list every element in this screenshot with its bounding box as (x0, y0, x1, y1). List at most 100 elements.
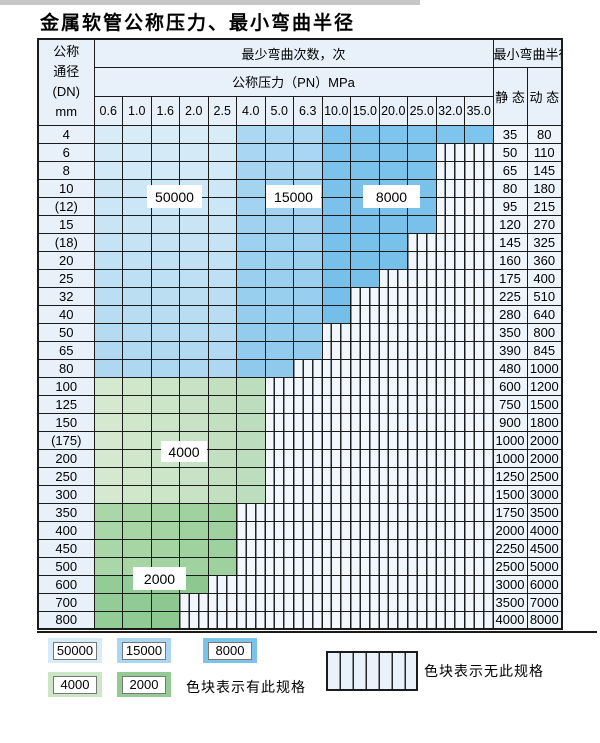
pressure-col-header: 2.0 (179, 95, 209, 126)
dn-cell: 10 (37, 178, 95, 198)
static-radius-cell: 225 (492, 286, 528, 306)
spec-cell (122, 412, 152, 432)
spec-cell (236, 484, 266, 504)
table-row: 150 900 1800 (37, 412, 563, 432)
header-dynamic: 动 态 (526, 66, 563, 126)
no-spec-cell (407, 502, 437, 522)
dn-cell: 80 (37, 358, 95, 378)
bend-cycle-region-label: 50000 (147, 185, 202, 208)
no-spec-cell (378, 538, 408, 558)
no-spec-cell (435, 322, 465, 342)
spec-cell (179, 214, 209, 234)
dynamic-radius-cell: 8000 (526, 610, 563, 630)
no-spec-cell (435, 394, 465, 414)
legend-swatch-label: 50000 (53, 641, 97, 660)
spec-cell (207, 232, 237, 252)
dn-cell: 350 (37, 502, 95, 522)
legend-swatch-label: 4000 (53, 675, 97, 694)
static-radius-cell: 2250 (492, 538, 528, 558)
no-spec-cell (236, 574, 266, 594)
spec-cell (207, 322, 237, 342)
pressure-col-header: 4.0 (236, 95, 266, 126)
spec-cell (93, 592, 123, 612)
spec-cell (179, 376, 209, 396)
no-spec-cell (321, 340, 351, 360)
spec-cell (150, 466, 180, 486)
no-spec-cell (435, 592, 465, 612)
spec-cell (207, 502, 237, 522)
no-spec-cell (464, 466, 494, 486)
dn-cell: 4 (37, 124, 95, 144)
legend-swatch-label: 8000 (208, 641, 252, 660)
no-spec-cell (464, 394, 494, 414)
spec-cell (93, 124, 123, 144)
no-spec-cell (350, 520, 380, 540)
no-spec-cell (435, 574, 465, 594)
dynamic-radius-cell: 270 (526, 214, 563, 234)
dn-cell: 32 (37, 286, 95, 306)
spec-cell (122, 376, 152, 396)
table-row: 40 280 640 (37, 304, 563, 324)
no-spec-cell (435, 196, 465, 216)
dynamic-radius-cell: 80 (526, 124, 563, 144)
no-spec-cell (321, 466, 351, 486)
no-spec-cell (435, 232, 465, 252)
spec-cell (122, 484, 152, 504)
spec-cell (122, 394, 152, 414)
no-spec-cell (350, 412, 380, 432)
spec-cell (264, 304, 294, 324)
dn-cell: 40 (37, 304, 95, 324)
static-radius-cell: 120 (492, 214, 528, 234)
table-row: 6 50 110 (37, 142, 563, 162)
spec-cell (207, 124, 237, 144)
spec-cell (179, 268, 209, 288)
no-spec-cell (464, 214, 494, 234)
spec-cell (93, 520, 123, 540)
dn-header-line: 公称 (53, 44, 80, 60)
no-spec-cell (407, 538, 437, 558)
no-spec-cell (350, 430, 380, 450)
spec-cell (93, 268, 123, 288)
spec-cell (93, 160, 123, 180)
spec-cell (122, 268, 152, 288)
dn-header-line: (DN) (52, 84, 80, 100)
spec-cell (93, 502, 123, 522)
table-row: 65 390 845 (37, 340, 563, 360)
dynamic-radius-cell: 4500 (526, 538, 563, 558)
no-spec-cell (407, 484, 437, 504)
no-spec-cell (378, 376, 408, 396)
static-radius-cell: 80 (492, 178, 528, 198)
no-spec-cell (464, 142, 494, 162)
static-radius-cell: 750 (492, 394, 528, 414)
spec-cell (236, 160, 266, 180)
legend-swatch-label: 15000 (122, 641, 166, 660)
no-spec-cell (407, 466, 437, 486)
spec-cell (321, 142, 351, 162)
dn-cell: 250 (37, 466, 95, 486)
no-spec-cell (293, 574, 323, 594)
spec-cell (179, 340, 209, 360)
table-row: 800 4000 8000 (37, 610, 563, 630)
no-spec-cell (236, 556, 266, 576)
no-spec-cell (321, 448, 351, 468)
no-spec-cell (407, 268, 437, 288)
no-spec-cell (435, 250, 465, 270)
spec-cell (179, 160, 209, 180)
dn-cell: 6 (37, 142, 95, 162)
no-spec-cell (407, 250, 437, 270)
spec-cell (264, 142, 294, 162)
table-row: 450 2250 4500 (37, 538, 563, 558)
spec-cell (150, 232, 180, 252)
spec-cell (179, 358, 209, 378)
no-spec-cell (264, 520, 294, 540)
spec-cell (150, 484, 180, 504)
table-row: 15 120 270 (37, 214, 563, 234)
table-row: (175) 1000 2000 (37, 430, 563, 450)
spec-cell (93, 196, 123, 216)
no-spec-cell (378, 304, 408, 324)
spec-cell (179, 232, 209, 252)
spec-cell (179, 142, 209, 162)
spec-cell (236, 124, 266, 144)
spec-cell (207, 376, 237, 396)
